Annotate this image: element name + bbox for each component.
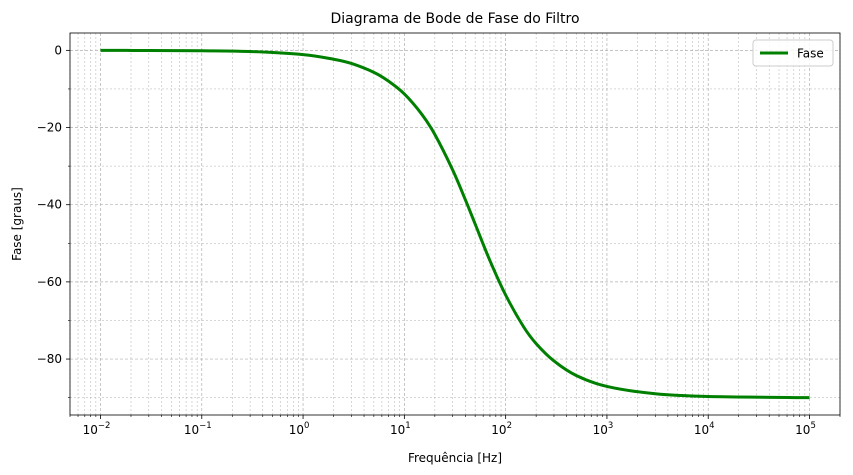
x-axis-label: Frequência [Hz] (408, 451, 502, 465)
major-grid (70, 33, 840, 415)
x-tick-label: 105 (795, 421, 816, 437)
x-tick-label: 103 (593, 421, 614, 437)
legend-box (752, 39, 834, 67)
x-tick-label: 10−1 (184, 421, 212, 437)
y-tick-label: 0 (54, 43, 62, 57)
y-tick-label: −80 (37, 352, 62, 366)
y-tick-label: −60 (37, 275, 62, 289)
y-axis-label: Fase [graus] (10, 187, 24, 261)
y-tick-label: −20 (37, 121, 62, 135)
x-tick-label: 101 (390, 421, 411, 437)
series-line-fase (100, 48, 810, 400)
legend-label-fase: Fase (797, 47, 824, 61)
x-tick-label: 104 (694, 421, 715, 437)
legend: Fase (752, 39, 834, 67)
series-layer (100, 48, 810, 400)
x-tick-label: 10−2 (83, 421, 111, 437)
ticks-layer: 10−2 10−1 100 101 102 103 104 105 0 −20 −40 −60 −80 (37, 43, 841, 437)
plot-frame (69, 32, 841, 416)
chart-title: Diagrama de Bode de Fase do Filtro (330, 11, 579, 27)
y-tick-label: −40 (37, 198, 62, 212)
x-tick-label: 102 (491, 421, 512, 437)
x-tick-label: 100 (289, 421, 310, 437)
